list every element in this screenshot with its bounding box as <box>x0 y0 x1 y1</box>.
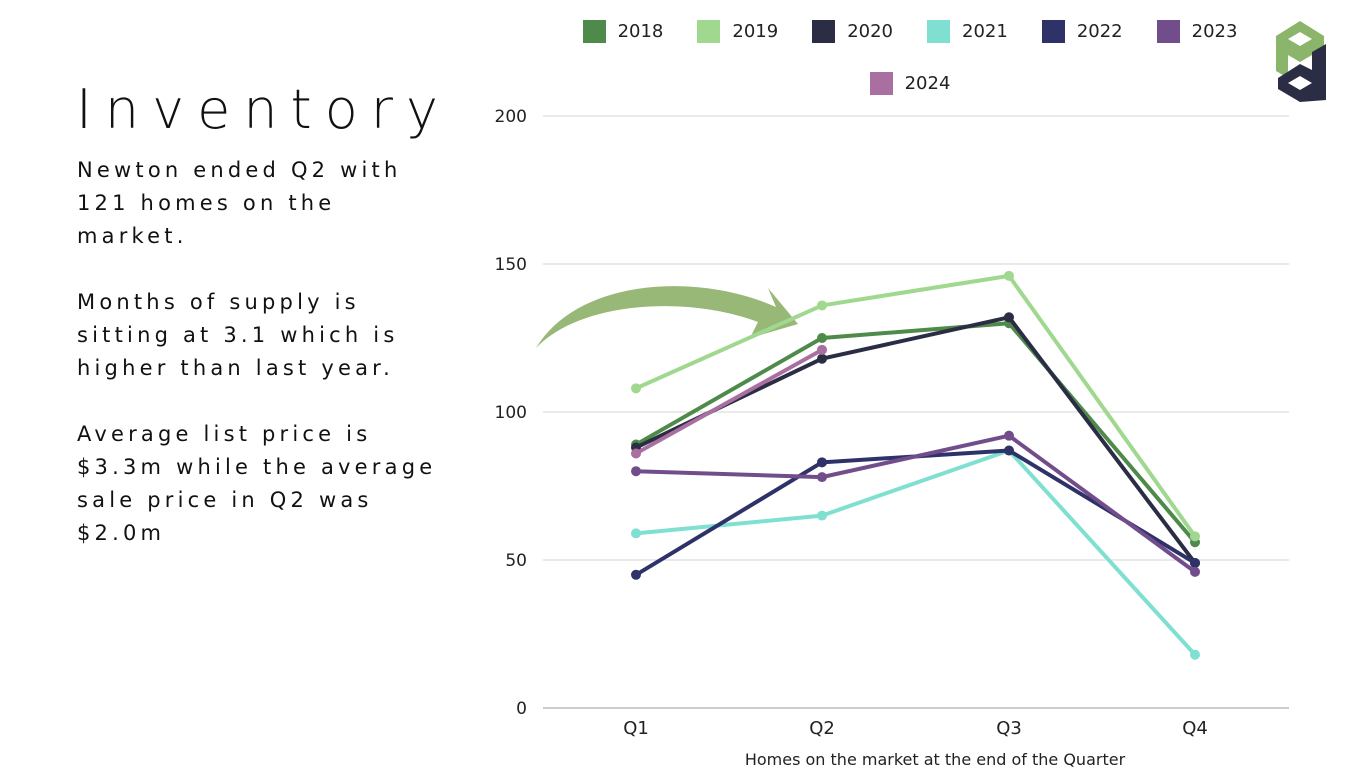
summary-paragraph-inventory: Newton ended Q2 with 121 homes on the ma… <box>77 158 402 248</box>
data-point <box>1004 430 1014 441</box>
data-point <box>631 448 641 459</box>
x-axis-label: Homes on the market at the end of the Qu… <box>745 750 1126 768</box>
y-axis-ticks: 0 50 100 150 200 <box>495 107 527 719</box>
y-tick-label: 50 <box>505 551 527 571</box>
legend-swatch <box>697 19 721 43</box>
x-tick-label: Q1 <box>623 718 649 739</box>
chart-gridlines <box>543 115 1289 709</box>
chart-legend: 2018 2019 2020 2021 2022 2023 2024 <box>560 14 1260 100</box>
data-point <box>1190 557 1200 568</box>
legend-item-2021: 2021 <box>927 14 1008 48</box>
y-tick-label: 200 <box>495 107 527 127</box>
data-point <box>817 457 827 468</box>
company-logo-icon <box>1276 21 1326 102</box>
data-point <box>1004 445 1014 456</box>
legend-label: 2019 <box>732 20 779 42</box>
legend-item-2019: 2019 <box>697 14 778 48</box>
series-line <box>634 273 1197 539</box>
data-point <box>631 528 641 539</box>
x-tick-label: Q4 <box>1182 718 1208 739</box>
legend-item-2024: 2024 <box>869 66 951 100</box>
annotation-arrow <box>536 286 798 348</box>
legend-item-2020: 2020 <box>812 14 893 48</box>
series-line <box>634 321 1197 545</box>
legend-item-2023: 2023 <box>1156 14 1238 48</box>
legend-label: 2024 <box>904 72 951 94</box>
chart-series <box>631 270 1200 660</box>
data-point <box>817 300 827 311</box>
x-tick-label: Q2 <box>809 718 835 739</box>
legend-label: 2023 <box>1191 20 1238 42</box>
legend-item-2018: 2018 <box>582 14 664 48</box>
data-point <box>1004 312 1014 323</box>
series-2021 <box>631 445 1200 660</box>
series-line <box>634 448 1197 657</box>
data-point <box>631 569 641 580</box>
legend-label: 2021 <box>962 20 1008 42</box>
y-tick-label: 150 <box>495 255 527 275</box>
legend-label: 2022 <box>1076 20 1123 42</box>
legend-swatch <box>582 19 606 43</box>
data-point <box>817 353 827 364</box>
summary-paragraph-price: Average list price is $3.3m while the av… <box>77 422 437 545</box>
series-2019 <box>631 270 1200 542</box>
series-2023 <box>631 430 1200 577</box>
data-point <box>1190 566 1200 577</box>
series-line <box>634 433 1197 574</box>
summary-text: Newton ended Q2 with 121 homes on the ma… <box>77 154 437 583</box>
y-tick-label: 100 <box>495 403 527 423</box>
data-point <box>817 472 827 483</box>
legend-swatch <box>1041 19 1065 43</box>
y-tick-label: 0 <box>516 699 527 719</box>
legend-label: 2018 <box>617 20 664 42</box>
legend-swatch <box>1156 19 1180 43</box>
data-point <box>1004 270 1014 281</box>
legend-item-2022: 2022 <box>1041 14 1123 48</box>
data-point <box>817 510 827 521</box>
legend-label: 2020 <box>847 20 893 42</box>
x-tick-label: Q3 <box>996 718 1022 739</box>
data-point <box>817 344 827 355</box>
legend-swatch <box>869 71 893 95</box>
data-point <box>631 466 641 477</box>
series-2024 <box>631 344 827 459</box>
slide-title: Inventory <box>76 78 451 141</box>
x-axis-ticks: Q1 Q2 Q3 Q4 <box>623 718 1208 739</box>
data-point <box>1190 531 1200 542</box>
data-point <box>1190 649 1200 660</box>
data-point <box>817 333 827 343</box>
data-point <box>631 383 641 394</box>
legend-swatch <box>927 19 950 43</box>
curved-arrow-icon <box>536 286 798 348</box>
legend-swatch <box>812 19 836 43</box>
summary-paragraph-supply: Months of supply is sitting at 3.1 which… <box>77 290 399 380</box>
series-line <box>634 347 824 456</box>
